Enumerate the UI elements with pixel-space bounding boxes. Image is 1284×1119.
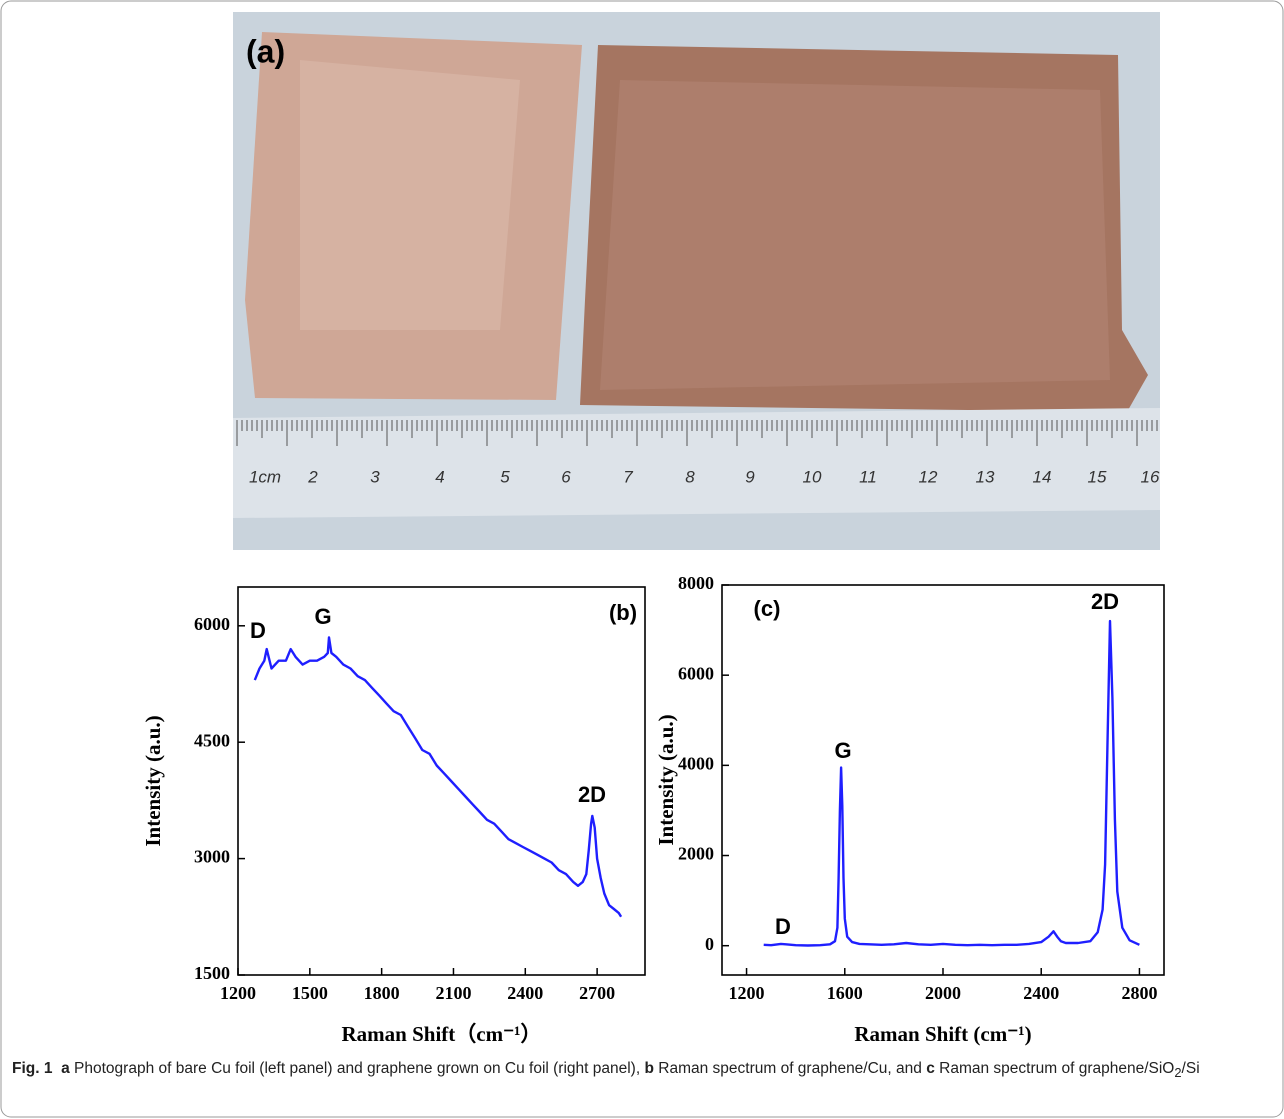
caption-letter: c — [926, 1060, 935, 1077]
ruler-label: 4 — [435, 467, 444, 486]
caption: Fig. 1 a Photograph of bare Cu foil (lef… — [12, 1058, 1267, 1083]
spectrum-line — [253, 636, 623, 918]
annotation: (b) — [609, 600, 637, 625]
annotation: D — [250, 618, 266, 643]
x-axis-label: Raman Shift (cm⁻¹) — [854, 1022, 1031, 1046]
caption-text: /Si — [1181, 1060, 1200, 1077]
ruler-label: 7 — [623, 467, 633, 486]
x-tick-label: 2000 — [925, 983, 961, 1003]
y-tick-label: 6000 — [194, 614, 230, 634]
x-axis-label: Raman Shift（cm⁻¹） — [342, 1022, 542, 1046]
caption-text: Raman spectrum of graphene/Cu, and — [658, 1060, 922, 1077]
foil-texture — [600, 80, 1110, 390]
x-tick-label: 1200 — [220, 983, 256, 1003]
ruler-label: 2 — [307, 467, 318, 486]
spectrum-line — [763, 619, 1140, 947]
y-tick-label: 0 — [705, 934, 714, 954]
ruler-label: 6 — [561, 467, 571, 486]
annotation: 2D — [578, 782, 606, 807]
caption-text: Raman spectrum of graphene/SiO — [939, 1060, 1175, 1077]
y-axis-label: Intensity (a.u.) — [141, 715, 165, 846]
caption-subscript: 2 — [1174, 1065, 1182, 1081]
x-tick-label: 2100 — [435, 983, 471, 1003]
y-tick-label: 1500 — [194, 963, 230, 983]
y-tick-label: 4500 — [194, 730, 230, 750]
ruler-label: 3 — [370, 467, 380, 486]
photo: (a) — [233, 12, 1160, 550]
y-tick-label: 6000 — [678, 663, 714, 683]
ruler — [233, 408, 1160, 518]
foil-highlight — [300, 60, 520, 330]
ruler-label: 11 — [859, 467, 877, 486]
caption-text: Photograph of bare Cu foil (left panel) … — [74, 1060, 641, 1077]
ruler-label: 1cm — [249, 467, 281, 486]
ruler-label: 8 — [685, 467, 695, 486]
annotation: (c) — [754, 596, 781, 621]
x-tick-label: 2700 — [579, 983, 615, 1003]
x-tick-label: 1800 — [364, 983, 400, 1003]
plot-frame — [237, 586, 646, 976]
x-tick-label: 1600 — [827, 983, 863, 1003]
y-tick-label: 3000 — [194, 847, 230, 867]
ruler-label: 15 — [1088, 467, 1107, 486]
ruler-label: 13 — [976, 467, 995, 486]
annotation: G — [834, 738, 851, 763]
y-axis-label: Intensity (a.u.) — [654, 714, 678, 845]
ruler-label: 5 — [500, 467, 510, 486]
x-tick-label: 2400 — [507, 983, 543, 1003]
x-tick-label: 1500 — [292, 983, 328, 1003]
ruler-label: 9 — [745, 467, 755, 486]
panel-label: (a) — [246, 33, 285, 69]
ruler-label: 10 — [803, 467, 822, 486]
caption-label: Fig. 1 — [12, 1060, 53, 1077]
x-tick-label: 2400 — [1023, 983, 1059, 1003]
annotation: D — [775, 914, 791, 939]
annotation: G — [314, 604, 331, 629]
x-tick-label: 1200 — [729, 983, 765, 1003]
ruler-label: 12 — [919, 467, 938, 486]
annotation: 2D — [1091, 589, 1119, 614]
ruler-label: 14 — [1033, 467, 1052, 486]
graphene-cu-foil — [580, 45, 1148, 412]
y-tick-label: 8000 — [678, 573, 714, 593]
x-tick-label: 2800 — [1121, 983, 1157, 1003]
ruler-label: 16 — [1141, 467, 1160, 486]
caption-letter: b — [644, 1060, 654, 1077]
caption-letter: a — [61, 1060, 70, 1077]
y-tick-label: 2000 — [678, 844, 714, 864]
y-tick-label: 4000 — [678, 753, 714, 773]
